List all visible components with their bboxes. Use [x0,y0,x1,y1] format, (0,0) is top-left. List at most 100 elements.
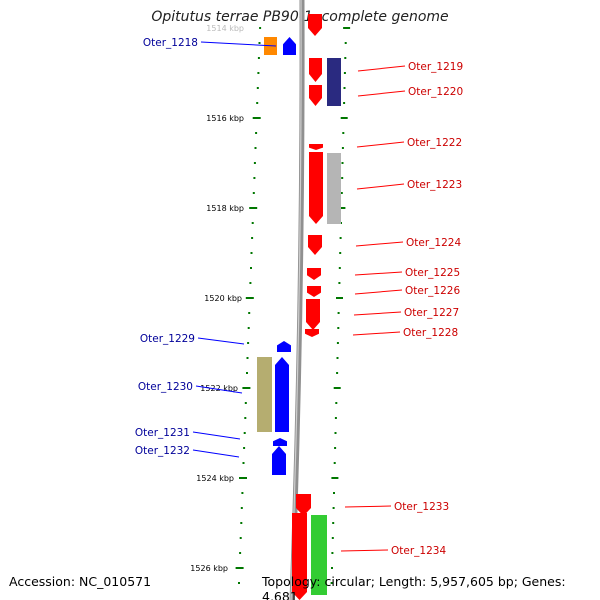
label-leader-line [195,385,243,394]
cog-box[interactable] [327,58,341,106]
tick-mark [336,357,339,359]
label-leader-line [192,449,240,458]
tick-mark [252,117,261,119]
tick-mark [338,267,341,269]
tick-mark [251,237,254,239]
gene-arrow-forward[interactable] [309,58,322,82]
label-leader-line [192,431,241,440]
label-leader-line [356,141,405,148]
tick-mark [334,447,337,449]
gene-arrow-forward[interactable] [292,513,307,600]
tick-mark [250,252,253,254]
gene-arrow-forward[interactable] [306,299,320,330]
label-leader-line [356,183,405,190]
tick-mark [342,132,345,134]
tick-mark [331,477,339,479]
cog-box[interactable] [311,515,327,595]
gene-label[interactable]: Oter_1224 [406,237,461,249]
gene-label[interactable]: Oter_1225 [405,267,460,279]
tick-mark [250,267,252,269]
tick-marks [235,27,351,584]
gene-label[interactable]: Oter_1234 [391,545,446,557]
tick-mark [337,312,340,314]
position-label: 1526 kbp [190,564,228,573]
tick-mark [330,582,333,584]
tick-mark [343,87,346,89]
cog-box[interactable] [257,357,272,432]
tick-mark [251,222,254,224]
tick-mark [331,567,333,569]
gene-arrow-forward[interactable] [305,329,319,337]
label-leader-line [357,90,406,97]
gene-arrow-forward[interactable] [309,85,322,106]
tick-mark [341,162,344,164]
gene-label[interactable]: Oter_1229 [140,333,195,345]
label-leader-line [354,271,403,276]
gene-labels: Oter_1218 Oter_1219 Oter_1220 Oter_1222 Oter… [135,37,463,557]
tick-mark [343,102,346,104]
position-label: 1522 kbp [200,384,238,393]
tick-mark [340,117,348,119]
gene-arrow-forward[interactable] [308,14,322,36]
tick-mark [254,147,257,149]
gene-label[interactable]: Oter_1219 [408,61,463,73]
gene-arrow-reverse[interactable] [277,341,291,352]
position-label: 1518 kbp [206,204,244,213]
tick-mark [338,282,341,284]
label-leader-line [353,311,402,316]
gene-label[interactable]: Oter_1222 [407,137,462,149]
tick-mark [244,417,247,419]
gene-label[interactable]: Oter_1223 [407,179,462,191]
tick-mark [336,372,339,374]
label-leader-line [344,505,392,508]
tick-mark [247,327,250,329]
tick-mark [256,87,259,89]
tick-mark [257,57,260,59]
gene-label[interactable]: Oter_1226 [405,285,460,297]
tick-mark [259,27,262,29]
gene-arrow-forward[interactable] [309,144,323,150]
gene-arrow-reverse[interactable] [275,357,289,432]
tick-mark [256,102,259,104]
gene-label[interactable]: Oter_1228 [403,327,458,339]
gene-label[interactable]: Oter_1230 [138,381,193,393]
gene-arrow-reverse[interactable] [273,438,287,446]
gene-label[interactable]: Oter_1233 [394,501,449,513]
gene-arrow-forward[interactable] [307,268,321,280]
tick-mark [239,477,247,479]
tick-mark [243,432,246,434]
tick-mark [331,552,334,554]
gene-arrow-forward[interactable] [307,286,321,297]
cog-box[interactable] [327,153,341,224]
gene-arrow-forward[interactable] [308,235,322,255]
label-leader-line [200,41,277,47]
tick-mark [332,522,335,524]
gene-arrow-forward[interactable] [309,152,323,224]
gene-label[interactable]: Oter_1220 [408,86,463,98]
tick-mark [253,162,256,164]
tick-mark [334,432,337,434]
gene-label[interactable]: Oter_1218 [143,37,198,49]
label-leader-line [340,549,389,552]
tick-mark [238,582,240,584]
tick-mark [335,402,338,404]
tick-mark [240,522,243,524]
gene-arrow-reverse[interactable] [283,37,296,55]
gene-arrow-forward[interactable] [296,494,311,516]
position-label: 1514 kbp [206,24,244,33]
gene-label[interactable]: Oter_1232 [135,445,190,457]
tick-mark [344,57,347,59]
gene-label[interactable]: Oter_1227 [404,307,459,319]
tick-mark [333,387,341,389]
tick-mark [332,507,335,509]
tick-mark [252,192,255,194]
gene-arrow-reverse[interactable] [272,446,286,475]
tick-mark [337,327,340,329]
tick-mark [242,462,245,464]
tick-mark [246,357,249,359]
tick-mark [341,147,344,149]
tick-mark [340,192,343,194]
gene-label[interactable]: Oter_1231 [135,427,190,439]
